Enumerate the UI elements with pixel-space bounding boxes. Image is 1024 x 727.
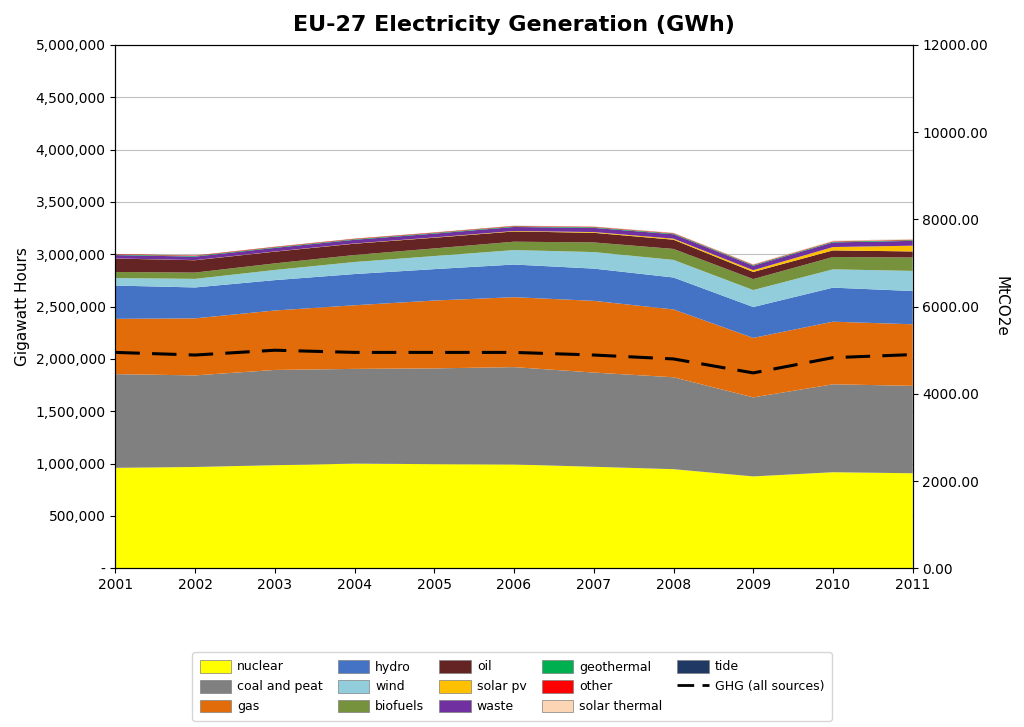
- Y-axis label: Gigawatt Hours: Gigawatt Hours: [15, 247, 30, 366]
- GHG (all sources): [668, 355, 680, 364]
- GHG (all sources): [428, 348, 440, 357]
- Y-axis label: MtCO2e: MtCO2e: [994, 276, 1009, 337]
- GHG (all sources): [748, 369, 760, 377]
- Legend: nuclear, coal and peat, gas, hydro, wind, biofuels, oil, solar pv, waste, geothe: nuclear, coal and peat, gas, hydro, wind…: [193, 652, 831, 720]
- GHG (all sources): [110, 348, 122, 357]
- GHG (all sources): [348, 348, 360, 357]
- Line: GHG (all sources): GHG (all sources): [116, 350, 912, 373]
- GHG (all sources): [588, 350, 600, 359]
- GHG (all sources): [906, 350, 919, 359]
- GHG (all sources): [268, 346, 281, 355]
- Title: EU-27 Electricity Generation (GWh): EU-27 Electricity Generation (GWh): [293, 15, 735, 35]
- GHG (all sources): [826, 353, 839, 362]
- GHG (all sources): [189, 350, 202, 359]
- GHG (all sources): [508, 348, 520, 357]
